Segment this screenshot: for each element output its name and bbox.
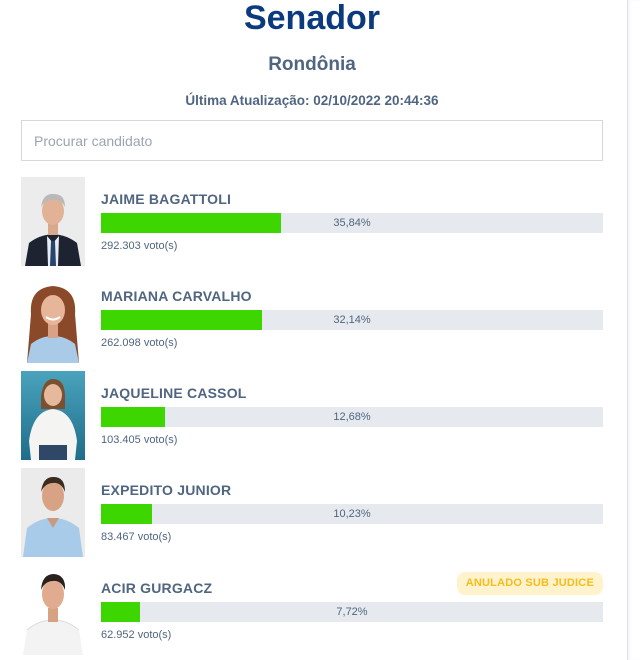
vote-bar: 32,14%: [101, 310, 603, 330]
results-page: Senador Rondônia Última Atualização: 02/…: [21, 0, 603, 656]
vote-bar-fill: [101, 504, 153, 524]
candidate-name: JAQUELINE CASSOL: [101, 385, 247, 401]
candidate-name: MARIANA CARVALHO: [101, 288, 252, 304]
vote-count: 292.303 voto(s): [101, 240, 178, 252]
vote-bar: 7,72%: [101, 602, 603, 622]
candidate-row: JAIME BAGATTOLI 35,84% 292.303 voto(s): [21, 177, 603, 267]
vote-percentage: 12,68%: [333, 411, 371, 423]
search-candidate-input[interactable]: [21, 120, 603, 161]
candidate-row: ACIR GURGACZ ANULADO SUB JUDICE 7,72% 62…: [21, 566, 603, 656]
vote-count: 262.098 voto(s): [101, 337, 178, 349]
candidate-photo: [21, 468, 85, 557]
vote-bar: 10,23%: [101, 504, 603, 524]
candidate-photo: [21, 274, 85, 363]
candidate-photo: [21, 566, 85, 655]
last-update-text: Última Atualização: 02/10/2022 20:44:36: [185, 93, 439, 108]
vote-percentage: 7,72%: [336, 606, 368, 618]
vote-percentage: 32,14%: [333, 314, 371, 326]
vote-bar-fill: [101, 602, 140, 622]
candidate-name: ACIR GURGACZ: [101, 580, 213, 596]
scrollbar-track[interactable]: [627, 0, 640, 660]
page-title: Senador: [243, 0, 381, 37]
vote-count: 62.952 voto(s): [101, 629, 172, 641]
vote-bar: 12,68%: [101, 407, 603, 427]
status-badge: ANULADO SUB JUDICE: [456, 572, 603, 595]
vote-percentage: 10,23%: [333, 508, 371, 520]
candidate-row: JAQUELINE CASSOL 12,68% 103.405 voto(s): [21, 371, 603, 461]
candidate-row: EXPEDITO JUNIOR 10,23% 83.467 voto(s): [21, 468, 603, 558]
region-subtitle: Rondônia: [268, 54, 356, 75]
vote-percentage: 35,84%: [333, 217, 371, 229]
candidate-name: EXPEDITO JUNIOR: [101, 482, 232, 498]
vote-bar: 35,84%: [101, 213, 603, 233]
vote-bar-fill: [101, 310, 263, 330]
vote-count: 103.405 voto(s): [101, 434, 178, 446]
vote-bar-fill: [101, 407, 165, 427]
candidate-photo: [21, 371, 85, 460]
vote-bar-fill: [101, 213, 281, 233]
vote-count: 83.467 voto(s): [101, 531, 172, 543]
candidate-photo: [21, 177, 85, 266]
candidate-row: MARIANA CARVALHO 32,14% 262.098 voto(s): [21, 274, 603, 364]
candidate-name: JAIME BAGATTOLI: [101, 191, 232, 207]
